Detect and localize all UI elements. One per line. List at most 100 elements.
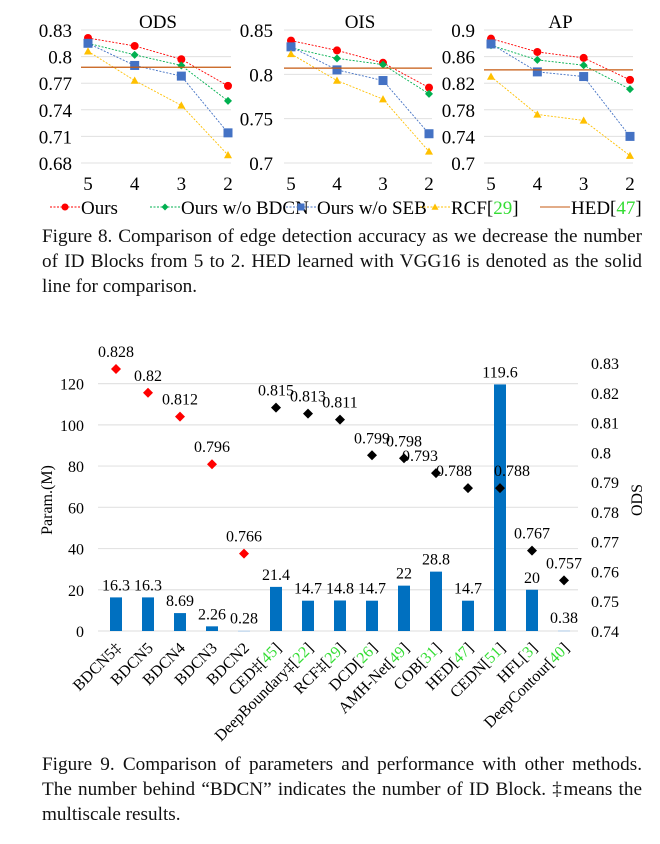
ods-label: 0.82 (134, 368, 162, 385)
data-point (130, 76, 139, 84)
left-axis-label: 20 (68, 583, 84, 600)
param-bar (366, 600, 378, 631)
ods-label: 0.813 (290, 389, 326, 406)
data-point (626, 151, 634, 159)
param-bar (334, 600, 346, 631)
series-line (490, 43, 631, 137)
ods-marker (463, 483, 473, 494)
param-label: 8.69 (166, 593, 194, 610)
param-bar (462, 600, 474, 631)
param-label: 22 (396, 566, 412, 583)
right-axis-label: 0.81 (591, 416, 619, 433)
data-point (425, 83, 433, 92)
data-point (130, 41, 139, 50)
data-point (533, 55, 542, 64)
right-axis-label: 0.77 (591, 535, 619, 552)
data-point (333, 46, 341, 55)
data-point (333, 54, 341, 63)
ods-marker (495, 483, 505, 494)
data-point (130, 50, 139, 59)
legend-label: RCF[29] (451, 198, 519, 219)
param-bar (174, 613, 186, 631)
param-label: 21.4 (262, 567, 290, 584)
legend-marker (161, 203, 169, 211)
ods-label: 0.812 (162, 392, 198, 409)
param-bar (494, 384, 506, 631)
param-label: 16.3 (134, 577, 162, 594)
ods-marker (335, 414, 345, 425)
right-axis-label: 0.75 (591, 594, 619, 611)
y-tick-label: 0.77 (39, 74, 72, 95)
y-tick-label: 0.7 (451, 154, 475, 175)
x-tick-label: 3 (378, 174, 388, 195)
ods-label: 0.793 (402, 448, 438, 465)
data-point (532, 67, 542, 77)
param-bar (238, 630, 250, 632)
param-label: 0.28 (230, 610, 258, 627)
ods-label: 0.828 (98, 344, 134, 361)
ods-label: 0.788 (436, 463, 472, 480)
legend-label: HED[47] (571, 198, 642, 219)
ods-marker (431, 468, 441, 479)
series-line (490, 38, 631, 81)
series-line (490, 44, 631, 90)
legend-label: Ours (81, 198, 118, 219)
data-point (333, 76, 341, 84)
y-tick-label: 0.7 (249, 154, 273, 175)
data-point (286, 42, 296, 52)
param-bar (558, 630, 570, 632)
ods-marker (527, 545, 537, 556)
left-axis-label: 120 (60, 377, 84, 394)
ods-label: 0.798 (386, 433, 422, 450)
ods-label: 0.811 (322, 395, 357, 412)
ods-marker (367, 450, 377, 461)
param-label: 0.38 (550, 610, 578, 627)
data-point (425, 147, 433, 155)
y-tick-label: 0.71 (39, 127, 72, 148)
ods-label: 0.815 (258, 383, 294, 400)
series-line (87, 37, 229, 87)
data-point (625, 131, 635, 141)
ods-label: 0.757 (546, 555, 582, 572)
y-tick-label: 0.83 (39, 21, 72, 42)
series-line (290, 53, 430, 152)
param-bar (430, 571, 442, 631)
figure9-caption: Figure 9. Comparison of parameters and p… (42, 754, 642, 825)
param-label: 14.7 (454, 581, 482, 598)
ods-label: 0.796 (194, 439, 230, 456)
left-axis-label: 100 (60, 418, 84, 435)
series-line (290, 47, 430, 95)
data-point (224, 96, 232, 105)
left-axis-label: 60 (68, 500, 84, 517)
ods-marker (399, 453, 409, 464)
right-axis-label: 0.78 (591, 505, 619, 522)
param-label: 119.6 (482, 364, 517, 381)
x-tick-label: 4 (332, 174, 342, 195)
param-bar (110, 597, 122, 631)
left-axis-title: Param.(M) (39, 465, 56, 535)
ods-marker (207, 459, 217, 470)
y-tick-label: 0.8 (48, 48, 72, 69)
legend-marker (431, 203, 439, 210)
param-label: 20 (524, 570, 540, 587)
y-tick-label: 0.86 (442, 48, 475, 69)
data-point (424, 129, 434, 139)
series-line (87, 42, 229, 102)
param-label: 14.7 (358, 581, 386, 598)
x-tick-label: 5 (83, 174, 93, 195)
data-point (533, 47, 542, 56)
right-axis-title: ODS (629, 484, 646, 516)
x-tick-label: 4 (533, 174, 543, 195)
y-tick-label: 0.85 (240, 21, 273, 42)
y-tick-label: 0.82 (442, 74, 475, 95)
param-bar (398, 585, 410, 631)
x-tick-label: 2 (625, 174, 635, 195)
data-point (579, 72, 589, 82)
y-tick-label: 0.9 (451, 21, 475, 42)
data-point (579, 53, 588, 62)
param-bar (526, 589, 538, 631)
data-point (486, 39, 496, 49)
data-point (378, 76, 388, 86)
right-axis-label: 0.82 (591, 386, 619, 403)
